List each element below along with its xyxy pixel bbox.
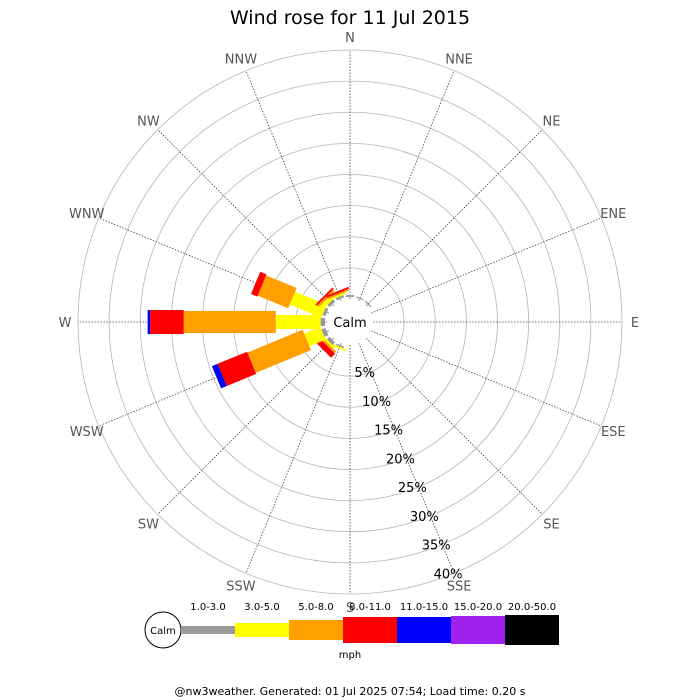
bar-wnw-1.0-3.0 xyxy=(322,307,329,317)
direction-label-w: W xyxy=(59,316,72,331)
spoke-sse xyxy=(358,343,455,574)
bar-ne-1.0-3.0 xyxy=(364,300,372,308)
bar-nw-1.0-3.0 xyxy=(327,299,336,308)
bar-wsw-11.0-15.0 xyxy=(211,363,227,389)
bar-wsw-3.0-5.0 xyxy=(304,326,326,347)
bar-nnw-8.0-11.0 xyxy=(326,286,350,298)
direction-label-ene: ENE xyxy=(600,207,626,222)
direction-label-ne: NE xyxy=(543,114,561,129)
bar-nnw-1.0-3.0 xyxy=(335,295,345,301)
wind-bars xyxy=(147,271,372,389)
spoke-sw xyxy=(157,337,335,515)
bar-sw-1.0-3.0 xyxy=(326,336,336,346)
percent-label-35: 35% xyxy=(422,539,451,554)
spoke-se xyxy=(365,337,543,515)
direction-label-wsw: WSW xyxy=(70,425,104,440)
percent-labels: 5% 10% 15% 20% 25% 30% 35% 40% xyxy=(354,366,462,582)
bar-nw-8.0-11.0 xyxy=(315,287,334,306)
chart-title: Wind rose for 11 Jul 2015 xyxy=(230,7,470,29)
legend-swatch-8.0-11.0 xyxy=(343,617,397,643)
spoke-wnw xyxy=(98,217,329,314)
direction-label-ese: ESE xyxy=(601,425,626,440)
bar-w-8.0-11.0 xyxy=(150,310,184,334)
direction-label-wnw: WNW xyxy=(69,207,105,222)
bar-nnw-3.0-5.0 xyxy=(332,292,346,300)
bar-wnw-3.0-5.0 xyxy=(289,291,327,318)
percent-label-15: 15% xyxy=(374,424,403,439)
direction-label-e: E xyxy=(631,316,639,331)
direction-label-nnw: NNW xyxy=(225,53,257,68)
bar-n-1.0-3.0 xyxy=(346,295,354,297)
direction-labels: N NNE NE ENE E ESE SE SSE S SSW SW WSW W WNW NW NNW xyxy=(59,31,640,616)
legend-label-5.0-8.0: 5.0-8.0 xyxy=(298,602,333,613)
bar-nne-1.0-3.0 xyxy=(355,296,364,301)
legend-swatch-20.0-50.0 xyxy=(505,615,559,645)
direction-label-n: N xyxy=(345,31,355,46)
grid-circle-35 xyxy=(108,80,592,564)
legend-label-8.0-11.0: 8.0-11.0 xyxy=(349,602,391,613)
percent-label-40: 40% xyxy=(434,567,463,582)
bar-w-11.0-15.0 xyxy=(147,310,151,334)
legend-label-20.0-50.0: 20.0-50.0 xyxy=(508,602,556,613)
spoke-nw xyxy=(157,129,335,307)
legend-unit: mph xyxy=(339,650,361,661)
bar-ssw-3.0-5.0 xyxy=(332,344,347,352)
bar-w-1.0-3.0 xyxy=(320,318,325,326)
bar-wsw-1.0-3.0 xyxy=(321,327,329,337)
spoke-ene xyxy=(371,217,602,314)
direction-label-sse: SSE xyxy=(447,579,472,594)
footer-text: @nw3weather. Generated: 01 Jul 2025 07:5… xyxy=(175,685,526,698)
percent-label-30: 30% xyxy=(410,510,439,525)
direction-label-se: SE xyxy=(543,518,559,533)
spoke-ssw xyxy=(245,343,342,574)
bar-sw-3.0-5.0 xyxy=(323,337,335,349)
bar-wnw-8.0-11.0 xyxy=(251,271,267,297)
spoke-wsw xyxy=(98,330,329,427)
direction-label-sw: SW xyxy=(138,518,159,533)
legend-swatch-15.0-20.0 xyxy=(451,616,505,644)
calm-label: Calm xyxy=(333,316,366,331)
spoke-nne xyxy=(358,70,455,301)
bar-wnw-5.0-8.0 xyxy=(257,275,297,309)
legend-label-3.0-5.0: 3.0-5.0 xyxy=(244,602,279,613)
bar-wsw-5.0-8.0 xyxy=(247,329,311,373)
bar-nw-5.0-8.0 xyxy=(317,289,335,307)
bar-nnw-5.0-8.0 xyxy=(327,288,349,300)
spoke-nnw xyxy=(245,70,342,301)
direction-label-s: S xyxy=(346,601,354,616)
bar-ssw-1.0-3.0 xyxy=(336,343,345,349)
spoke-ne xyxy=(365,129,543,307)
percent-label-25: 25% xyxy=(398,481,427,496)
bar-wsw-8.0-11.0 xyxy=(217,351,257,386)
legend-label-1.0-3.0: 1.0-3.0 xyxy=(190,602,225,613)
percent-label-10: 10% xyxy=(362,395,391,410)
bar-w-3.0-5.0 xyxy=(275,315,321,329)
direction-label-ssw: SSW xyxy=(226,579,256,594)
grid-circle-40 xyxy=(77,49,623,595)
bar-w-5.0-8.0 xyxy=(183,311,276,333)
percent-label-5: 5% xyxy=(354,366,375,381)
legend-calm-label: Calm xyxy=(150,626,176,637)
calm-center: Calm xyxy=(327,299,373,345)
legend-swatch-3.0-5.0 xyxy=(235,623,289,637)
spoke-ese xyxy=(371,330,602,427)
legend-swatch-5.0-8.0 xyxy=(289,620,343,640)
legend-swatch-11.0-15.0 xyxy=(397,617,451,643)
legend-label-11.0-15.0: 11.0-15.0 xyxy=(400,602,448,613)
legend-swatch-1.0-3.0 xyxy=(181,626,235,634)
calm-circle xyxy=(327,299,373,345)
legend-label-15.0-20.0: 15.0-20.0 xyxy=(454,602,502,613)
direction-label-nw: NW xyxy=(137,114,160,129)
percent-label-20: 20% xyxy=(386,452,415,467)
direction-label-nne: NNE xyxy=(445,53,473,68)
speed-legend: Calm 1.0-3.0 3.0-5.0 5.0-8.0 8.0-11.0 11.0-15… xyxy=(144,602,559,661)
